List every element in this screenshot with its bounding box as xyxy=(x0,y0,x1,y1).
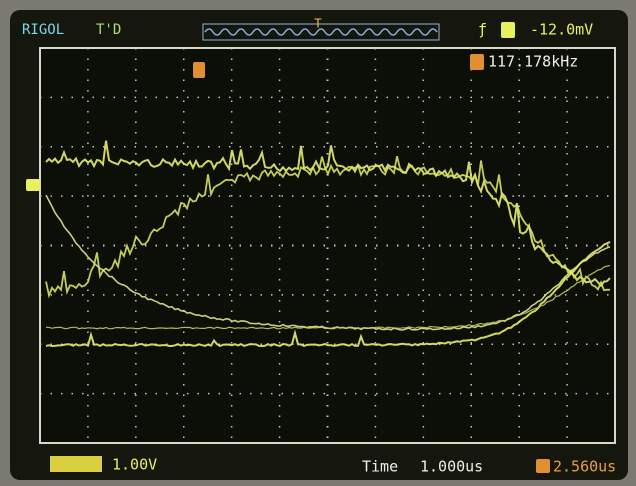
trigger-pos-icon: T xyxy=(314,17,321,31)
time-label: Time xyxy=(362,458,398,476)
trigger-status: T'D xyxy=(96,22,121,38)
frequency: 117.178kHz xyxy=(488,53,578,71)
ch1-badge xyxy=(50,456,102,472)
source-icon xyxy=(501,22,515,38)
freq-icon xyxy=(470,54,484,70)
brand: RIGOL xyxy=(22,22,64,38)
oscilloscope-photo: RIGOL T'D T ƒ -12.0mV 117.178kHz 1.00V T… xyxy=(0,0,636,486)
ch1-scale: 1.00V xyxy=(112,456,157,474)
ch1-marker xyxy=(26,179,40,191)
time-scale: 1.000us xyxy=(420,458,483,476)
trigger-offset: 2.560us xyxy=(553,458,616,476)
trigger-level: -12.0mV xyxy=(530,21,593,39)
offset-icon xyxy=(536,459,550,473)
edge-icon: ƒ xyxy=(478,21,487,39)
page: RIGOL T'D T ƒ -12.0mV 117.178kHz 1.00V T… xyxy=(0,0,636,486)
trigger-marker xyxy=(193,62,205,78)
